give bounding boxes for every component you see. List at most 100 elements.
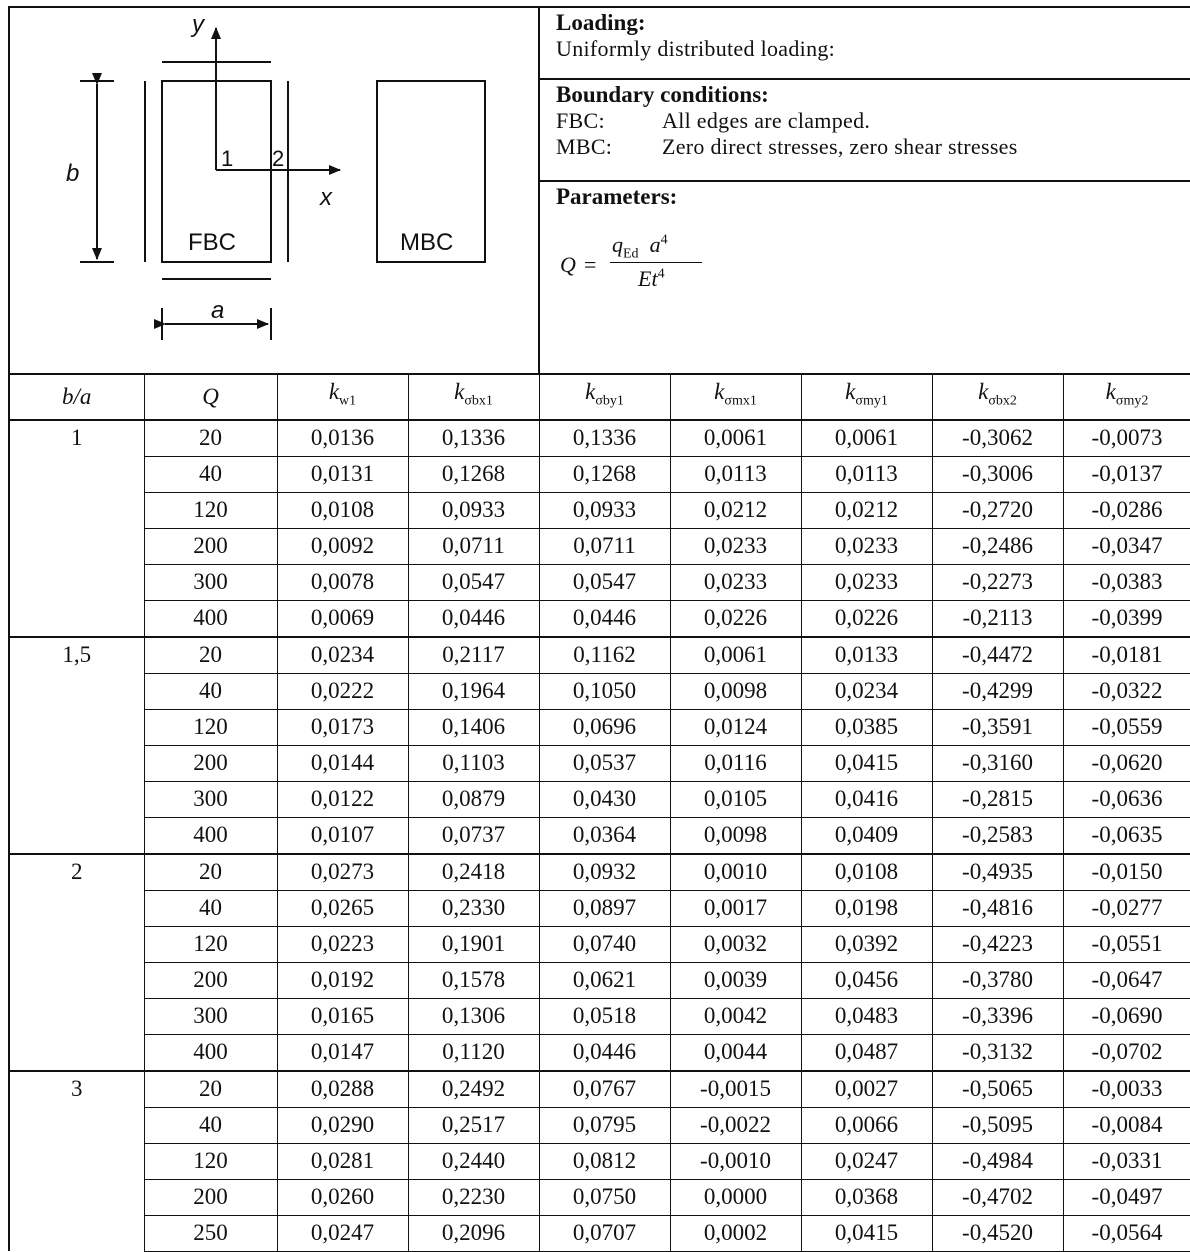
column-header-subscript: σmy1 bbox=[855, 393, 888, 409]
coefficient-cell: 0,0707 bbox=[538, 1214, 671, 1252]
coefficient-cell: 0,1103 bbox=[407, 744, 540, 782]
coefficient-cell: -0,3780 bbox=[931, 961, 1064, 999]
table-row: 3 20 0,0288 0,2492 0,0767 -0,0015 0,0027 -0,506… bbox=[8, 1069, 1190, 1108]
info-panel: Loading: Uniformly distributed loading: … bbox=[538, 8, 1190, 375]
coefficient-cell: 0,0795 bbox=[538, 1106, 671, 1144]
column-header-symbol: k bbox=[585, 379, 596, 404]
ba-ratio-cell bbox=[8, 564, 145, 601]
coefficient-cell: -0,0010 bbox=[669, 1142, 802, 1180]
fraction-bar bbox=[610, 262, 702, 263]
table-row: 120 0,0108 0,0933 0,0933 0,0212 0,0212 -0,2720… bbox=[8, 491, 1190, 529]
q-value-cell: 40 bbox=[143, 889, 278, 927]
coefficient-cell: 0,0092 bbox=[276, 527, 409, 565]
column-header-subscript: σbx1 bbox=[464, 393, 493, 409]
coefficient-cell: -0,4299 bbox=[931, 672, 1064, 710]
q-value-cell: 300 bbox=[143, 780, 278, 818]
boundary-heading: Boundary conditions: bbox=[556, 82, 769, 107]
mbc-key: MBC: bbox=[556, 134, 613, 159]
coefficient-cell: 0,0044 bbox=[669, 1033, 802, 1072]
coefficient-cell: 0,2117 bbox=[407, 635, 540, 674]
coefficient-cell: 0,1406 bbox=[407, 708, 540, 746]
coefficient-cell: -0,2273 bbox=[931, 563, 1064, 601]
coefficient-cell: 0,0113 bbox=[800, 455, 933, 493]
coefficient-cell: -0,4223 bbox=[931, 925, 1064, 963]
coefficient-cell: 0,0032 bbox=[669, 925, 802, 963]
coefficient-cell: -0,5095 bbox=[931, 1106, 1064, 1144]
column-header: kσbx2 bbox=[931, 373, 1064, 421]
formula-a-sup: 4 bbox=[660, 232, 668, 248]
coefficient-cell: 0,0107 bbox=[276, 816, 409, 855]
coefficient-cell: -0,0022 bbox=[669, 1106, 802, 1144]
coefficient-cell: 0,0247 bbox=[800, 1142, 933, 1180]
coefficient-cell: 0,0222 bbox=[276, 672, 409, 710]
ba-ratio-cell bbox=[8, 1215, 145, 1252]
coefficient-cell: -0,0399 bbox=[1062, 599, 1190, 638]
coefficient-cell: 0,0116 bbox=[669, 744, 802, 782]
coefficient-cell: -0,0347 bbox=[1062, 527, 1190, 565]
table-row: 300 0,0165 0,1306 0,0518 0,0042 0,0483 -0,3396… bbox=[8, 997, 1190, 1035]
coefficient-cell: 0,0192 bbox=[276, 961, 409, 999]
coefficient-cell: -0,0497 bbox=[1062, 1178, 1190, 1216]
coefficient-cell: 0,2440 bbox=[407, 1142, 540, 1180]
fbc-label: FBC bbox=[188, 229, 236, 256]
q-value-cell: 120 bbox=[143, 708, 278, 746]
ba-ratio-cell bbox=[8, 456, 145, 493]
coefficient-cell: -0,2583 bbox=[931, 816, 1064, 855]
coefficient-cell: 0,0017 bbox=[669, 889, 802, 927]
coefficient-cell: -0,2815 bbox=[931, 780, 1064, 818]
coefficient-cell: 0,0415 bbox=[800, 744, 933, 782]
ba-ratio-cell: 1,5 bbox=[8, 635, 145, 674]
coefficient-cell: 0,0010 bbox=[669, 852, 802, 891]
column-header-symbol: b/a bbox=[62, 383, 92, 409]
coefficient-cell: 0,0446 bbox=[538, 1033, 671, 1072]
ba-ratio-cell bbox=[8, 1034, 145, 1071]
coefficient-cell: -0,3062 bbox=[931, 418, 1064, 457]
boundary-conditions-section: Boundary conditions: FBC: All edges are c… bbox=[540, 82, 1190, 182]
table-row: 40 0,0131 0,1268 0,1268 0,0113 0,0113 -0,3006-… bbox=[8, 455, 1190, 493]
q-value-cell: 40 bbox=[143, 455, 278, 493]
coefficient-cell: -0,0564 bbox=[1062, 1214, 1190, 1252]
coefficient-cell: 0,0621 bbox=[538, 961, 671, 999]
coefficient-cell: 0,0767 bbox=[538, 1069, 671, 1108]
coefficient-cell: 0,1268 bbox=[538, 455, 671, 493]
x-axis-label: x bbox=[319, 184, 333, 211]
ba-ratio-cell: 2 bbox=[8, 852, 145, 891]
coefficient-cell: 0,0260 bbox=[276, 1178, 409, 1216]
column-header-symbol: k bbox=[845, 379, 856, 404]
ba-ratio-cell bbox=[8, 817, 145, 854]
point-2-label: 2 bbox=[272, 146, 284, 171]
ba-ratio-cell bbox=[8, 1107, 145, 1144]
formula-a: a bbox=[649, 232, 661, 257]
mbc-condition: MBC: Zero direct stresses, zero shear str… bbox=[556, 134, 1190, 160]
ba-ratio-cell bbox=[8, 709, 145, 746]
a-dimension-label: a bbox=[211, 297, 224, 324]
coefficient-cell: -0,0647 bbox=[1062, 961, 1190, 999]
table-row: 2 20 0,0273 0,2418 0,0932 0,0010 0,0108 -0,4935… bbox=[8, 852, 1190, 891]
table-row: 40 0,0290 0,2517 0,0795 -0,0022 0,0066 -0,5095… bbox=[8, 1106, 1190, 1144]
coefficient-cell: -0,0620 bbox=[1062, 744, 1190, 782]
coefficient-cell: 0,0537 bbox=[538, 744, 671, 782]
coefficient-cell: -0,4520 bbox=[931, 1214, 1064, 1252]
coefficient-cell: 0,0124 bbox=[669, 708, 802, 746]
q-value-cell: 400 bbox=[143, 816, 278, 855]
column-header: kσmy1 bbox=[800, 373, 933, 421]
column-header: kσmy2 bbox=[1062, 373, 1190, 421]
coefficient-cell: 0,0281 bbox=[276, 1142, 409, 1180]
formula-q: q bbox=[612, 232, 623, 257]
q-value-cell: 20 bbox=[143, 1069, 278, 1108]
table-row: 250 0,0247 0,2096 0,0707 0,0002 0,0415 -0,4520… bbox=[8, 1214, 1190, 1252]
coefficient-cell: -0,4984 bbox=[931, 1142, 1064, 1180]
q-value-cell: 120 bbox=[143, 925, 278, 963]
coefficient-cell: -0,3396 bbox=[931, 997, 1064, 1035]
q-value-cell: 120 bbox=[143, 491, 278, 529]
b-dimension-label: b bbox=[66, 160, 79, 187]
q-value-cell: 20 bbox=[143, 635, 278, 674]
coefficient-cell: -0,0073 bbox=[1062, 418, 1190, 457]
coefficient-cell: 0,0212 bbox=[669, 491, 802, 529]
coefficient-cell: 0,2330 bbox=[407, 889, 540, 927]
coefficient-cell: 0,0061 bbox=[669, 418, 802, 457]
coefficient-cell: 0,0368 bbox=[800, 1178, 933, 1216]
coefficient-cell: 0,0027 bbox=[800, 1069, 933, 1108]
q-value-cell: 250 bbox=[143, 1214, 278, 1252]
ba-ratio-cell bbox=[8, 926, 145, 963]
